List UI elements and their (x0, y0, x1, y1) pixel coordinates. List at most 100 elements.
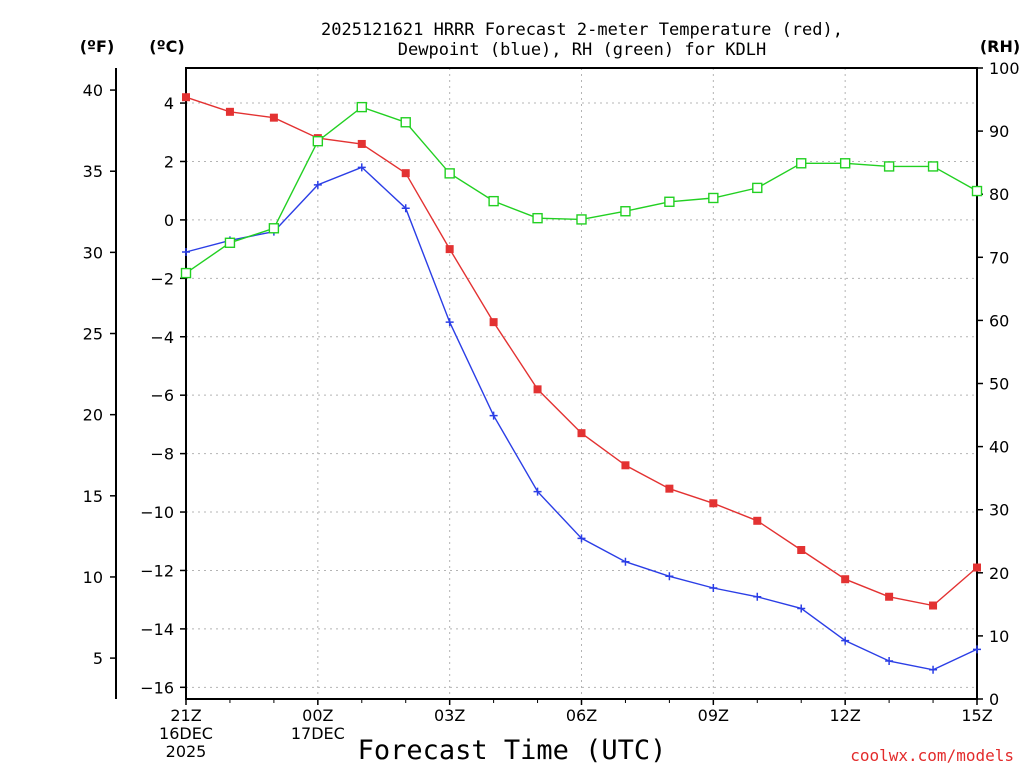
dewpoint-point (401, 204, 410, 213)
temperature-point (621, 461, 630, 470)
rh-tick-label: 100 (989, 59, 1020, 78)
rh-point (576, 214, 587, 225)
temperature-point (577, 429, 586, 438)
x-tick-label: 03Z (434, 706, 465, 725)
rh-point (927, 161, 939, 172)
celsius-tick-label: −12 (140, 561, 174, 580)
temperature-point (357, 139, 366, 148)
fahrenheit-tick-label: 15 (83, 487, 103, 506)
celsius-tick-label: −14 (140, 620, 174, 639)
temperature-point (182, 93, 190, 102)
celsius-unit-label: (ºC) (149, 37, 184, 56)
rh-point (444, 168, 455, 179)
x-tick-label: 15Z (961, 706, 992, 725)
fahrenheit-tick-label: 25 (83, 325, 103, 344)
temperature-point (225, 107, 234, 116)
dewpoint-point (533, 487, 542, 496)
x-tick-label: 09Z (698, 706, 729, 725)
temperature-point (709, 499, 718, 508)
x-tick-label: 17DEC (291, 724, 345, 743)
celsius-tick-label: −10 (140, 503, 174, 522)
rh-point (224, 237, 236, 248)
temperature-point (841, 575, 850, 584)
rh-point (883, 161, 895, 172)
gridlines (186, 68, 977, 699)
dewpoint-point (665, 572, 674, 581)
rh-tick-label: 80 (989, 185, 1009, 204)
temperature-point (533, 385, 542, 394)
temperature-point (929, 601, 938, 610)
dewpoint-point (313, 180, 322, 189)
dewpoint-point (357, 163, 366, 172)
rh-point (532, 212, 543, 224)
celsius-tick-label: 4 (164, 94, 174, 113)
x-tick-label: 00Z (302, 706, 333, 725)
rh-point (971, 185, 983, 197)
dewpoint-point (445, 318, 454, 327)
celsius-tick-label: −16 (140, 678, 174, 697)
celsius-tick-label: −6 (150, 386, 174, 405)
celsius-tick-label: −4 (150, 328, 174, 347)
rh-point (796, 158, 807, 169)
series (180, 93, 983, 674)
celsius-tick-label: −2 (150, 269, 174, 288)
temperature-point (401, 169, 410, 178)
temperature-point (885, 592, 894, 601)
x-tick-label: 2025 (166, 742, 207, 761)
fahrenheit-tick-label: 20 (83, 406, 103, 425)
celsius-tick-label: 0 (164, 211, 174, 230)
rh-tick-label: 30 (989, 501, 1009, 520)
rh-point (180, 267, 192, 279)
temperature-point (753, 516, 762, 525)
chart-title-line-2: Dewpoint (blue), RH (green) for KDLH (398, 40, 766, 60)
rh-point (620, 206, 631, 217)
rh-point (708, 192, 719, 204)
rh-tick-label: 90 (989, 122, 1009, 141)
rh-unit-label: (RH) (980, 37, 1020, 56)
x-tick-label: 16DEC (159, 724, 213, 743)
dewpoint-point (621, 557, 630, 566)
rh-tick-label: 60 (989, 311, 1009, 330)
dewpoint-point (577, 534, 586, 543)
x-tick-label: 06Z (566, 706, 597, 725)
temperature-point (489, 318, 498, 327)
fahrenheit-tick-label: 30 (83, 243, 103, 262)
rh-point (268, 223, 280, 234)
dewpoint-point (797, 604, 806, 613)
fahrenheit-unit-label: (ºF) (80, 37, 115, 56)
celsius-tick-label: −8 (150, 445, 174, 464)
rh-point (664, 196, 675, 207)
dewpoint-point (753, 592, 762, 601)
credit-text: coolwx.com/models (850, 746, 1014, 765)
dewpoint-point (182, 248, 190, 257)
x-tick-label: 21Z (170, 706, 201, 725)
rh-tick-label: 20 (989, 564, 1009, 583)
plot-frame (185, 67, 978, 700)
rh-point (839, 158, 851, 169)
dewpoint-point (709, 583, 718, 592)
dewpoint-point (841, 636, 850, 645)
rh-point (312, 135, 324, 147)
rh-tick-label: 50 (989, 375, 1009, 394)
temperature-point (445, 245, 454, 254)
rh-tick-label: 40 (989, 438, 1009, 457)
fahrenheit-tick-label: 10 (83, 568, 103, 587)
celsius-tick-label: 2 (164, 152, 174, 171)
rh-point (400, 117, 411, 128)
rh-tick-label: 0 (989, 690, 999, 709)
dewpoint-point (929, 665, 938, 674)
fahrenheit-tick-label: 35 (83, 162, 103, 181)
rh-tick-label: 70 (989, 248, 1009, 267)
rh-point (356, 101, 367, 113)
dewpoint-point (973, 645, 981, 654)
rh-point (488, 195, 499, 207)
chart-title-line-1: 2025121621 HRRR Forecast 2-meter Tempera… (321, 20, 843, 40)
x-axis-label: Forecast Time (UTC) (358, 735, 667, 766)
x-tick-label: 12Z (830, 706, 861, 725)
fahrenheit-tick-label: 5 (93, 649, 103, 668)
temperature-point (973, 563, 981, 572)
rh-tick-label: 10 (989, 627, 1009, 646)
rh-point (752, 182, 763, 194)
dewpoint-point (489, 411, 498, 420)
